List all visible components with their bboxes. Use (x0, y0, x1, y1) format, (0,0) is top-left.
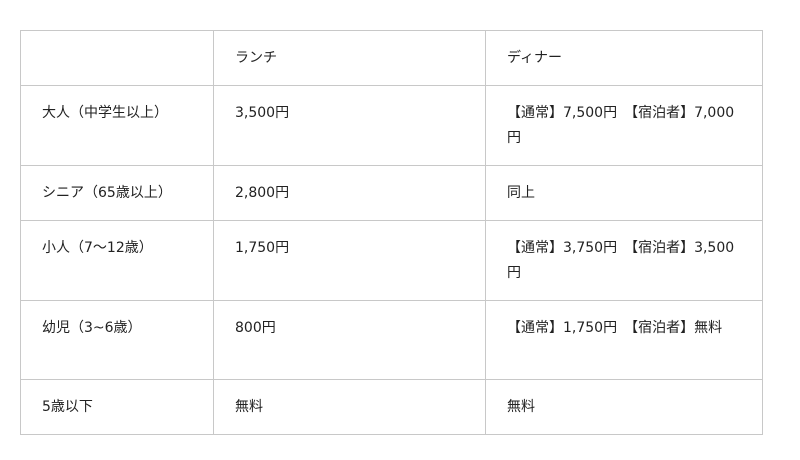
price-table: ランチ ディナー 大人（中学生以上） 3,500円 【通常】7,500円 【宿泊… (20, 30, 763, 435)
table-header-row: ランチ ディナー (20, 30, 763, 86)
lunch-price: 無料 (213, 379, 486, 435)
dinner-price: 同上 (485, 165, 763, 221)
dinner-price: 【通常】3,750円 【宿泊者】3,500円 (485, 220, 763, 301)
lunch-price: 800円 (213, 300, 486, 380)
row-label: 幼児（3~6歳） (20, 300, 214, 380)
row-label: 5歳以下 (20, 379, 214, 435)
lunch-price: 1,750円 (213, 220, 486, 301)
table-row: シニア（65歳以上） 2,800円 同上 (20, 165, 763, 221)
row-label: 小人（7〜12歳） (20, 220, 214, 301)
header-cell-dinner: ディナー (485, 30, 763, 86)
lunch-price: 2,800円 (213, 165, 486, 221)
table-row: 大人（中学生以上） 3,500円 【通常】7,500円 【宿泊者】7,000円 (20, 85, 763, 166)
table-row: 幼児（3~6歳） 800円 【通常】1,750円 【宿泊者】無料 (20, 300, 763, 380)
table-row: 5歳以下 無料 無料 (20, 379, 763, 435)
header-cell-lunch: ランチ (213, 30, 486, 86)
lunch-price: 3,500円 (213, 85, 486, 166)
dinner-price: 【通常】7,500円 【宿泊者】7,000円 (485, 85, 763, 166)
dinner-price: 無料 (485, 379, 763, 435)
table-row: 小人（7〜12歳） 1,750円 【通常】3,750円 【宿泊者】3,500円 (20, 220, 763, 301)
row-label: シニア（65歳以上） (20, 165, 214, 221)
dinner-price: 【通常】1,750円 【宿泊者】無料 (485, 300, 763, 380)
row-label: 大人（中学生以上） (20, 85, 214, 166)
header-cell (20, 30, 214, 86)
